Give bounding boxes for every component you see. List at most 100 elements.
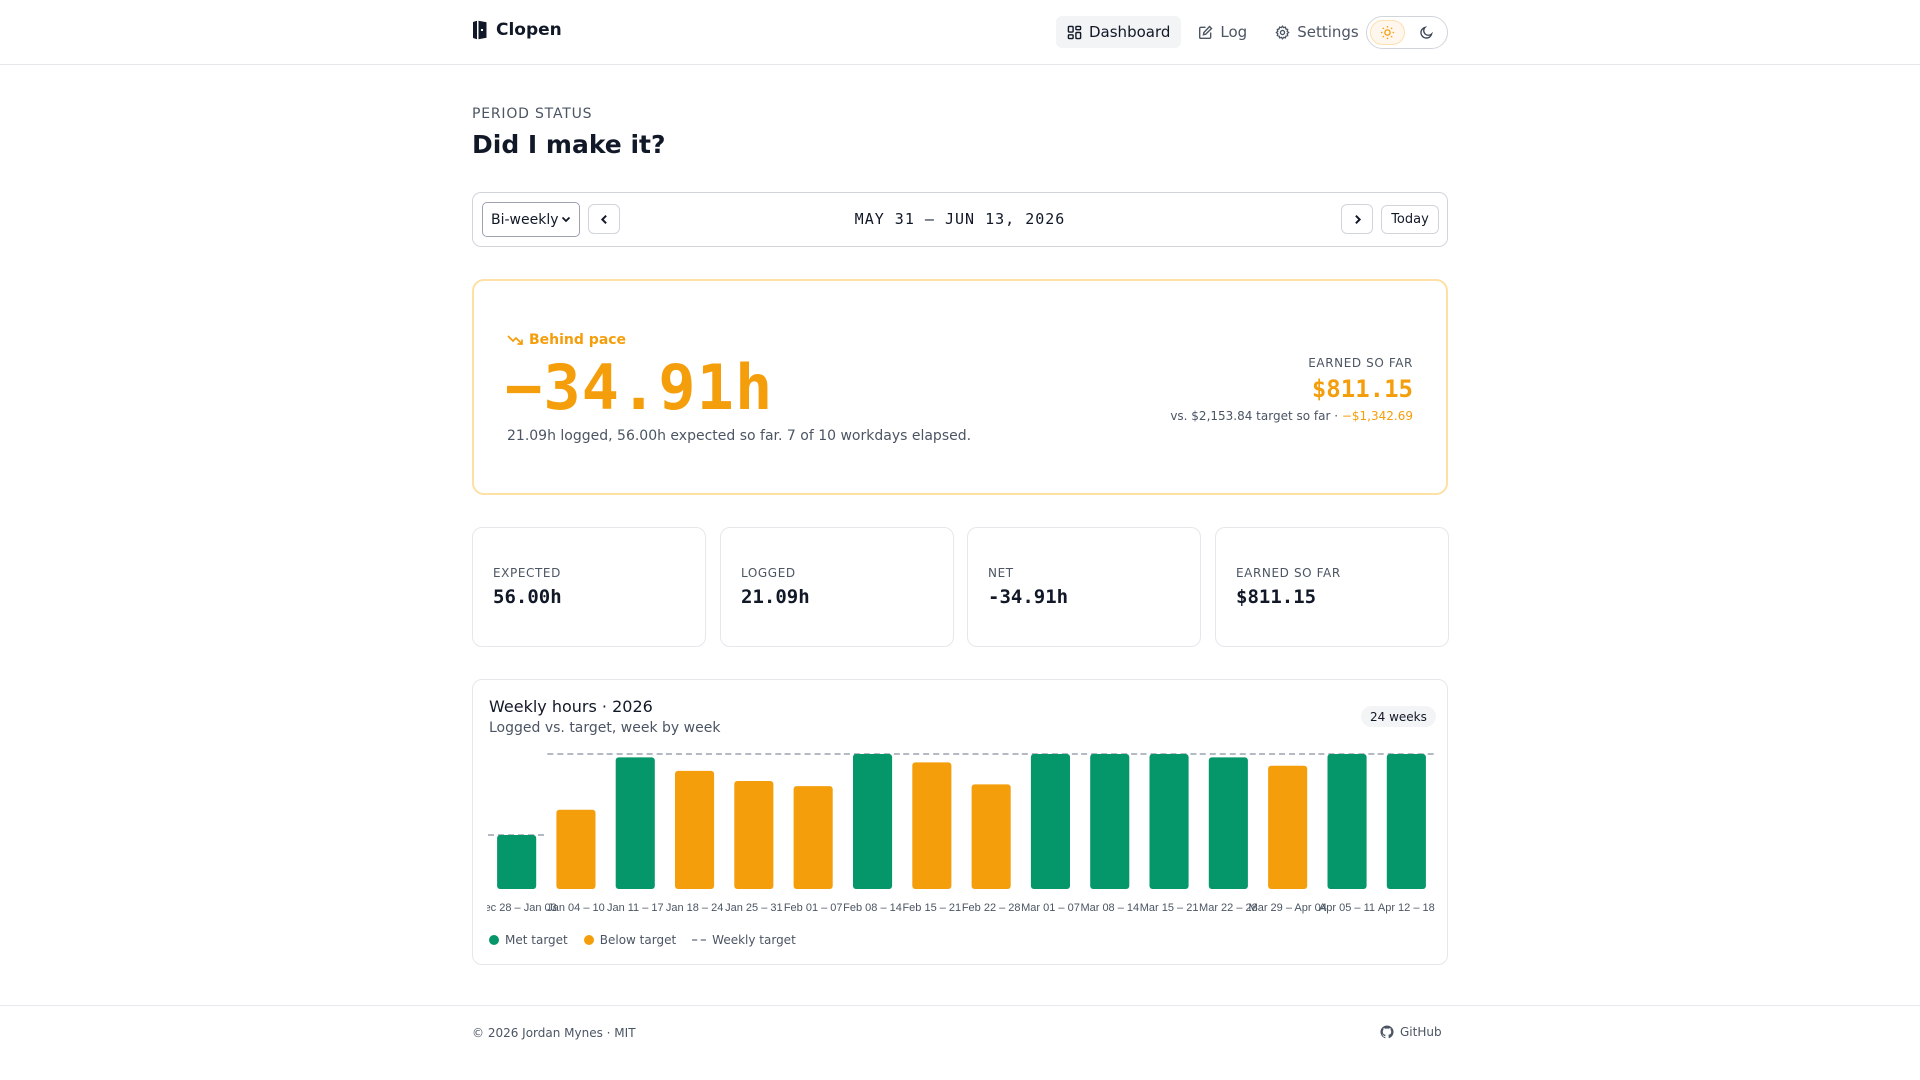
week-bar[interactable] — [1090, 754, 1130, 889]
github-link[interactable]: GitHub — [1380, 1025, 1442, 1039]
sun-icon — [1380, 25, 1395, 40]
next-period-button[interactable] — [1341, 204, 1373, 234]
legend-met-swatch — [489, 935, 499, 945]
earned-comparison: vs. $2,153.84 target so far · −$1,342.69 — [1170, 409, 1413, 423]
weekly-hours-chart-card: Weekly hours · 2026 Logged vs. target, w… — [472, 679, 1448, 965]
pace-indicator: Behind pace — [507, 332, 626, 348]
theme-toggle — [1366, 16, 1448, 49]
app-name: Clopen — [496, 20, 562, 40]
period-bar: Bi-weekly MAY 31 — JUN 13, 2026 Today — [472, 192, 1448, 247]
week-bar[interactable] — [1268, 765, 1308, 889]
dashboard-icon — [1067, 25, 1082, 39]
legend-target-swatch — [692, 939, 707, 941]
period-select-value: Bi-weekly — [491, 211, 559, 228]
period-select[interactable]: Bi-weekly — [482, 202, 580, 237]
footer: © 2026 Jordan Mynes · MIT GitHub — [0, 1005, 1920, 1080]
github-icon — [1380, 1025, 1394, 1039]
stat-card-earned: EARNED SO FAR $811.15 — [1215, 527, 1449, 647]
moon-icon — [1420, 26, 1433, 39]
week-bar[interactable] — [734, 781, 774, 889]
stat-label: NET — [988, 566, 1014, 580]
stat-value: -34.91h — [988, 586, 1069, 608]
week-bar[interactable] — [1149, 754, 1189, 889]
earned-value: $811.15 — [1311, 375, 1413, 403]
legend-target-label: Weekly target — [712, 933, 796, 947]
week-bar[interactable] — [1386, 754, 1426, 889]
earned-shortfall: −$1,342.69 — [1341, 409, 1413, 423]
logo-icon — [473, 20, 487, 40]
week-bar[interactable] — [1327, 754, 1367, 889]
legend-below: Below target — [583, 933, 677, 947]
week-bar[interactable] — [971, 784, 1011, 889]
stat-card-net: NET -34.91h — [967, 527, 1201, 647]
week-bar[interactable] — [1208, 757, 1248, 889]
week-bar[interactable] — [793, 786, 833, 889]
legend-below-swatch — [583, 935, 594, 945]
stat-value: $811.15 — [1236, 586, 1317, 608]
pace-label: Behind pace — [529, 332, 627, 348]
earned-target: vs. $2,153.84 target so far · — [1170, 409, 1339, 423]
gear-icon — [1275, 24, 1290, 40]
x-tick-label: Jan 18 – 24 — [666, 902, 724, 914]
chevron-right-icon — [1354, 214, 1361, 224]
week-bar[interactable] — [497, 835, 537, 889]
legend-target: Weekly target — [692, 933, 796, 947]
legend-met-label: Met target — [505, 933, 568, 947]
x-tick-label: Apr 05 – 11 — [1319, 902, 1375, 914]
x-tick-label: Jan 11 – 17 — [607, 902, 664, 914]
earned-label: EARNED SO FAR — [1308, 356, 1413, 370]
status-card: Behind pace −34.91h 21.09h logged, 56.00… — [472, 279, 1448, 495]
chevron-down-icon — [561, 216, 571, 223]
x-tick-label: Mar 01 – 07 — [1021, 902, 1080, 914]
stat-label: LOGGED — [741, 566, 796, 580]
stat-value: 21.09h — [741, 586, 810, 608]
top-bar: Clopen Dashboard Log Settings — [0, 0, 1920, 65]
x-tick-label: Apr 12 – 18 — [1378, 902, 1435, 914]
x-tick-label: Feb 01 – 07 — [784, 902, 843, 914]
week-bar[interactable] — [853, 754, 893, 889]
stat-card-logged: LOGGED 21.09h — [720, 527, 954, 647]
dark-theme-button[interactable] — [1409, 20, 1444, 45]
chart-legend: Met target Below target Weekly target — [489, 933, 796, 947]
stat-value: 56.00h — [493, 586, 562, 608]
stat-label: EXPECTED — [493, 566, 561, 580]
page-eyebrow: PERIOD STATUS — [472, 106, 593, 122]
copyright: © 2026 Jordan Mynes · MIT — [472, 1026, 636, 1040]
x-tick-label: Mar 22 – 28 — [1199, 902, 1258, 914]
week-bar[interactable] — [1030, 754, 1070, 889]
pace-note: 21.09h logged, 56.00h expected so far. 7… — [507, 428, 972, 444]
x-tick-label: Mar 15 – 21 — [1140, 902, 1199, 914]
brand[interactable]: Clopen — [472, 20, 562, 40]
week-bar[interactable] — [912, 762, 952, 889]
nav-settings[interactable]: Settings — [1264, 16, 1370, 48]
nav-settings-label: Settings — [1297, 23, 1359, 41]
legend-below-label: Below target — [599, 933, 677, 947]
main-nav: Dashboard Log Settings — [1056, 16, 1370, 48]
nav-dashboard[interactable]: Dashboard — [1056, 16, 1182, 48]
edit-icon — [1199, 24, 1213, 39]
nav-log[interactable]: Log — [1187, 16, 1258, 48]
light-theme-button[interactable] — [1370, 20, 1405, 45]
week-bar[interactable] — [615, 757, 655, 889]
week-bar[interactable] — [675, 770, 715, 889]
today-button[interactable]: Today — [1381, 205, 1439, 234]
x-tick-label: Mar 29 – Apr 04 — [1249, 902, 1327, 914]
page-title: Did I make it? — [472, 130, 666, 159]
hours-delta: −34.91h — [505, 351, 774, 424]
x-tick-label: Feb 08 – 14 — [843, 902, 902, 914]
weeks-badge: 24 weeks — [1361, 706, 1436, 727]
nav-log-label: Log — [1220, 23, 1248, 41]
stat-card-expected: EXPECTED 56.00h — [472, 527, 706, 647]
x-tick-label: Jan 25 – 31 — [725, 902, 783, 914]
x-tick-label: Dec 28 – Jan 03 — [477, 902, 557, 914]
week-bar[interactable] — [556, 809, 596, 889]
trending-down-icon — [507, 335, 523, 345]
x-tick-label: Jan 04 – 10 — [547, 902, 605, 914]
chart-subtitle: Logged vs. target, week by week — [489, 720, 721, 736]
stat-label: EARNED SO FAR — [1236, 566, 1341, 580]
nav-dashboard-label: Dashboard — [1089, 23, 1171, 41]
chevron-left-icon — [600, 214, 607, 224]
previous-period-button[interactable] — [588, 204, 620, 234]
x-tick-label: Feb 22 – 28 — [962, 902, 1021, 914]
